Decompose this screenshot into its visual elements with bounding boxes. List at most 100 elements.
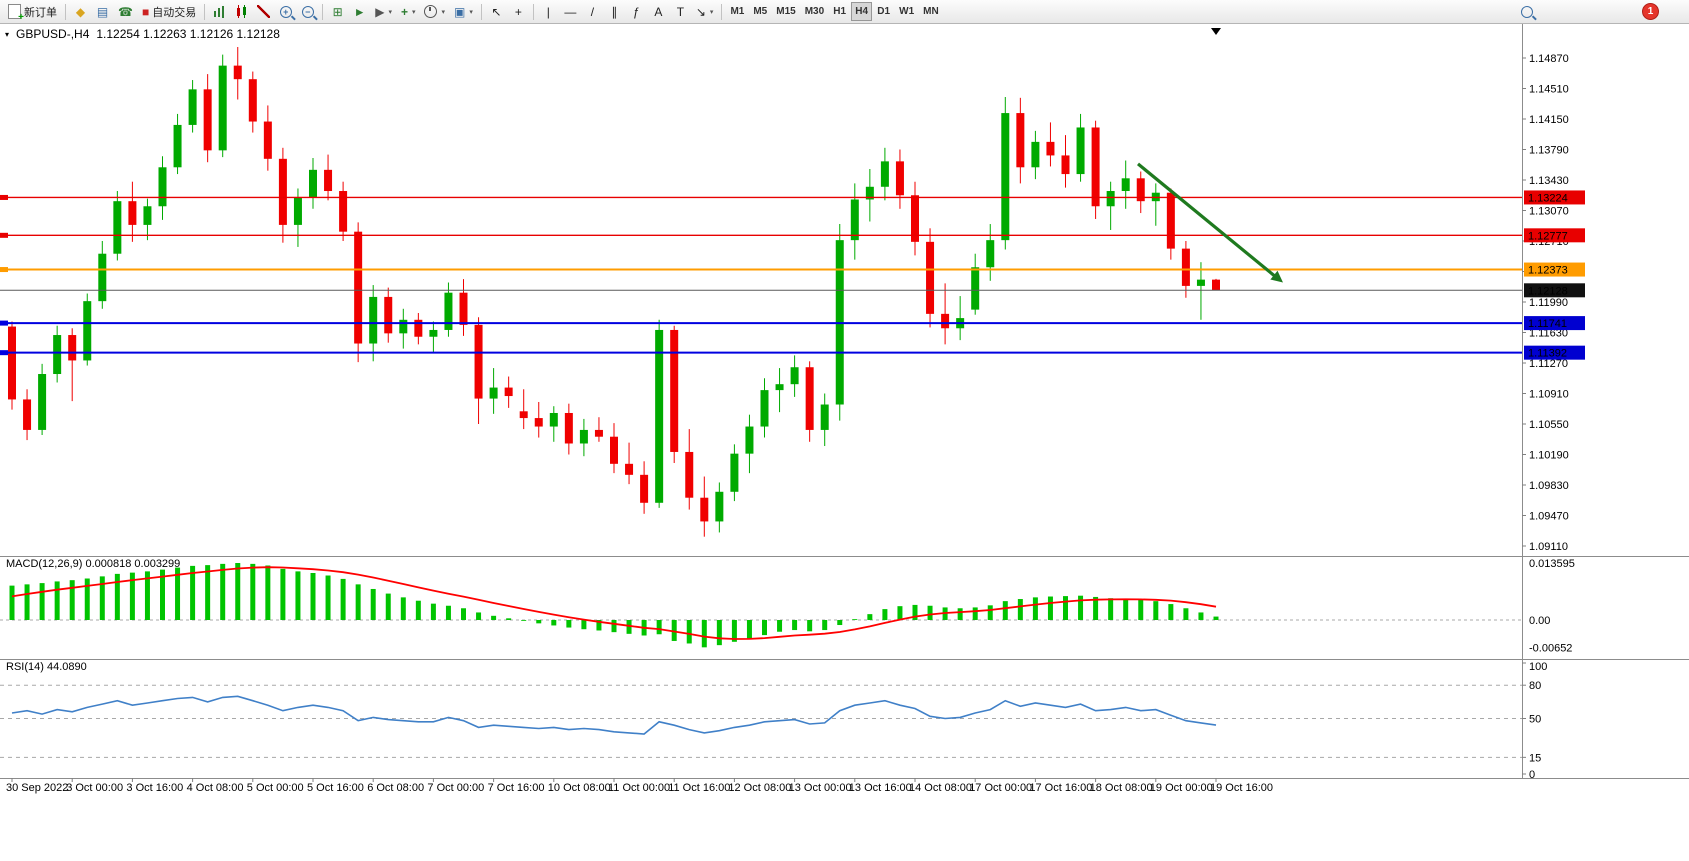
search-button[interactable] <box>1516 2 1537 21</box>
new-order-button[interactable]: 新订单 <box>4 2 61 23</box>
time-tick-label: 19 Oct 16:00 <box>1210 782 1273 794</box>
candle <box>1106 181 1115 230</box>
notifications-badge[interactable]: 1 <box>1642 3 1659 20</box>
market-watch-button[interactable]: ◆ <box>70 2 91 21</box>
candle-body <box>1121 178 1130 192</box>
macd-panel[interactable]: 0.013595 0.00 -0.00652 <box>0 558 1575 654</box>
zoom-in-button[interactable]: + <box>275 2 296 21</box>
timeframe-m1-button[interactable]: M1 <box>726 2 748 21</box>
chart-shift-button[interactable]: ▶ ▾ <box>371 2 396 21</box>
chart-canvas[interactable]: 1.14870 1.14510 1.14150 1.13790 1.13430 1.130… <box>0 24 1689 861</box>
candle-body <box>986 240 995 268</box>
line-chart-icon <box>257 5 271 18</box>
bar-chart-icon <box>213 4 227 19</box>
indicators-button[interactable]: + ▾ <box>397 2 420 21</box>
data-window-button[interactable]: ▤ <box>92 2 113 21</box>
fibonacci-tool-button[interactable]: ƒ <box>626 2 647 21</box>
candle-body <box>38 374 47 430</box>
candle <box>911 181 919 256</box>
cursor-icon: ↖ <box>491 4 502 19</box>
timeframe-h4-button[interactable]: H4 <box>851 2 873 21</box>
bar-chart-button[interactable] <box>209 2 230 21</box>
chart-menu-icon[interactable]: ▾ <box>5 29 10 39</box>
crosshair-tool-button[interactable]: + <box>508 2 529 21</box>
candlestick-chart-button[interactable] <box>231 2 252 21</box>
candle-body <box>339 191 348 232</box>
text-icon: A <box>654 4 663 19</box>
vertical-line-tool-button[interactable]: | <box>538 2 559 21</box>
candle <box>941 283 950 345</box>
trend-arrow-annotation[interactable] <box>1136 162 1283 283</box>
candle <box>1121 160 1130 209</box>
candle <box>248 71 257 133</box>
autotrading-button[interactable]: ■ 自动交易 <box>138 2 200 21</box>
rsi-axis-label: 100 <box>1529 661 1547 673</box>
candle-body <box>23 399 32 430</box>
arrows-tool-button[interactable]: ↘ ▾ <box>692 2 718 21</box>
channel-tool-button[interactable]: ∥ <box>604 2 625 21</box>
time-tick-label: 5 Oct 00:00 <box>247 782 304 794</box>
price-badge-1.11392: 1.11392 <box>1524 345 1585 360</box>
candle-body <box>941 313 950 329</box>
zoom-in-icon: + <box>279 5 292 18</box>
candle-body <box>1136 178 1145 202</box>
price-badge-1.12128: 1.12128 <box>1524 283 1585 298</box>
time-tick-label: 17 Oct 16:00 <box>1029 782 1092 794</box>
periods-button[interactable]: ▾ <box>420 2 449 21</box>
candle <box>534 401 543 438</box>
price-badge-box <box>1524 228 1585 243</box>
navigator-button[interactable]: ☎ <box>114 2 137 21</box>
timeframe-w1-button[interactable]: W1 <box>895 2 918 21</box>
timeframe-h1-button[interactable]: H1 <box>829 2 850 21</box>
line-edge-marker <box>0 320 8 326</box>
candle <box>926 228 935 328</box>
timeframe-group: M1 M5 M15 M30 H1 H4 D1 W1 MN <box>726 2 942 21</box>
toolbar-right-group: 1 <box>1516 2 1685 21</box>
candle-body <box>309 169 317 198</box>
price-tick-label: 1.13790 <box>1529 145 1569 157</box>
panel-frames <box>0 24 1689 779</box>
timeframe-mn-button[interactable]: MN <box>919 2 943 21</box>
toolbar-separator <box>204 3 206 20</box>
rsi-panel[interactable]: 100 80 50 15 0 <box>0 661 1547 781</box>
toolbar-separator <box>532 3 534 20</box>
cursor-tool-button[interactable]: ↖ <box>486 2 507 21</box>
auto-scroll-button[interactable]: ► <box>349 2 370 21</box>
candle-body <box>1212 279 1220 291</box>
price-badge-1.12777: 1.12777 <box>1524 228 1585 243</box>
text-tool-button[interactable]: A <box>648 2 669 21</box>
label-tool-button[interactable]: T <box>670 2 691 21</box>
candle <box>715 482 724 533</box>
candle-body <box>865 186 874 200</box>
candle <box>293 188 302 247</box>
macd-axis-max-label: 0.013595 <box>1529 558 1575 570</box>
zoom-out-button[interactable]: − <box>297 2 318 21</box>
timeframe-m30-button[interactable]: M30 <box>801 2 828 21</box>
price-badge-1.13224: 1.13224 <box>1524 190 1585 205</box>
timeframe-d1-button[interactable]: D1 <box>873 2 894 21</box>
line-chart-button[interactable] <box>253 2 274 21</box>
time-tick-label: 11 Oct 16:00 <box>668 782 730 794</box>
line-edge-marker <box>0 350 8 356</box>
chart-shift-marker[interactable] <box>1211 28 1221 35</box>
macd-axis-min-label: -0.00652 <box>1529 642 1572 654</box>
horizontal-line-tool-button[interactable]: — <box>560 2 581 21</box>
timeframe-m15-button[interactable]: M15 <box>772 2 799 21</box>
candle-body <box>1196 279 1205 286</box>
price-tick-label: 1.14870 <box>1529 53 1569 65</box>
candle-body <box>1091 127 1100 207</box>
candle <box>594 417 603 442</box>
candle <box>113 191 122 261</box>
candle <box>143 198 152 241</box>
tile-windows-button[interactable]: ⊞ <box>327 2 348 21</box>
templates-button[interactable]: ▣ ▾ <box>450 2 477 21</box>
timeframe-m5-button[interactable]: M5 <box>749 2 771 21</box>
candle <box>429 321 438 353</box>
price-badge-label: 1.12373 <box>1528 265 1568 277</box>
trendline-tool-button[interactable]: / <box>582 2 603 21</box>
candle-body <box>926 241 935 314</box>
candle-body <box>233 65 242 80</box>
price-tick-label: 1.09110 <box>1529 541 1568 553</box>
candle-body <box>203 89 212 151</box>
candle-body <box>278 158 287 225</box>
